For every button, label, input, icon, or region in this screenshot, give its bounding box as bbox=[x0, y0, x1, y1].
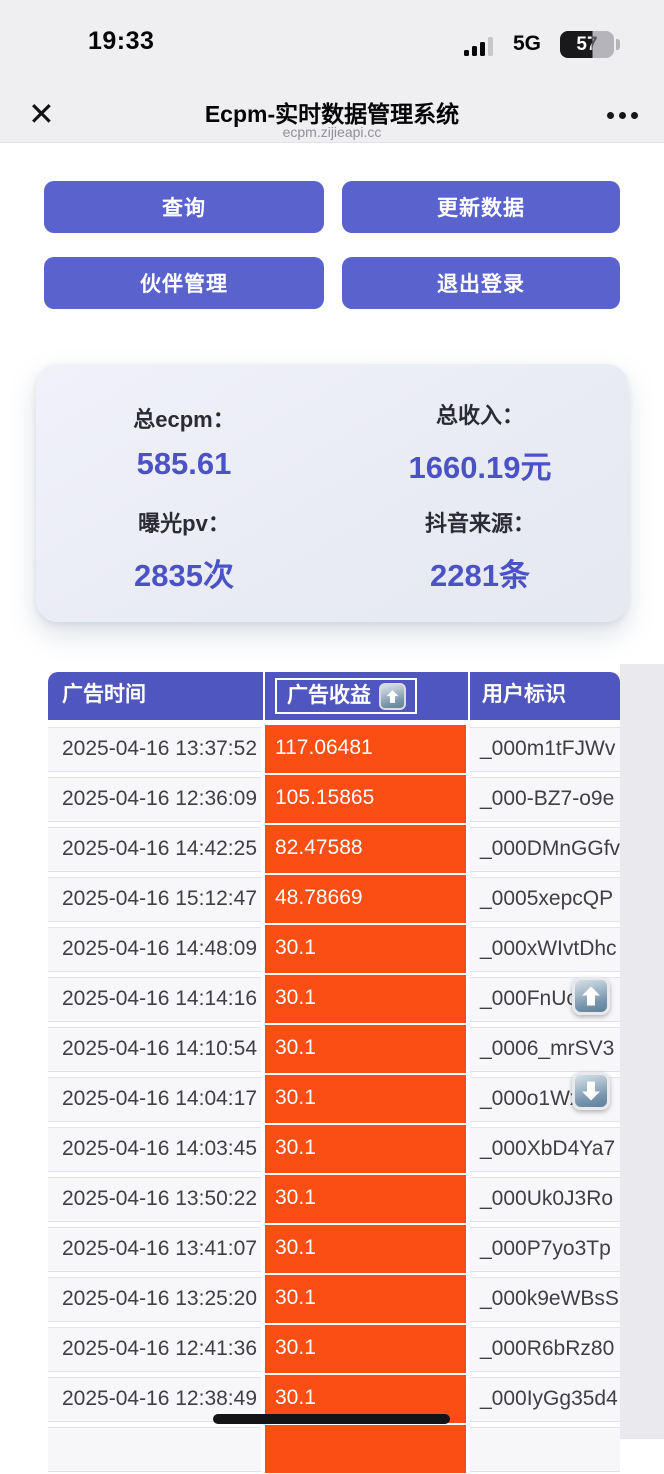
table-row bbox=[48, 1424, 620, 1474]
stat-total-ecpm: 总ecpm： 585.61 bbox=[36, 388, 332, 496]
battery-percent: 57 bbox=[560, 31, 614, 58]
cell-ad-time: 2025-04-16 13:50:22 bbox=[48, 1177, 261, 1222]
revenue-sort-button[interactable]: 广告收益 bbox=[275, 678, 417, 714]
column-header-ad-time: 广告时间 bbox=[48, 672, 265, 720]
cell-ad-time: 2025-04-16 14:42:25 bbox=[48, 827, 261, 872]
refresh-data-button[interactable]: 更新数据 bbox=[342, 181, 620, 233]
stat-label: 总ecpm： bbox=[133, 407, 235, 432]
cell-ad-time: 2025-04-16 14:48:09 bbox=[48, 927, 261, 972]
cell-user-id: _000-BZ7-o9e bbox=[470, 777, 620, 822]
cell-ad-revenue bbox=[265, 1425, 466, 1473]
cell-ad-revenue: 30.1 bbox=[265, 1125, 466, 1173]
cell-ad-time: 2025-04-16 14:03:45 bbox=[48, 1127, 261, 1172]
cellular-signal-icon bbox=[464, 37, 493, 56]
column-header-user-id: 用户标识 bbox=[482, 683, 566, 706]
cell-ad-time: 2025-04-16 14:14:16 bbox=[48, 977, 261, 1022]
table-right-gutter bbox=[620, 664, 664, 1439]
cell-ad-revenue: 30.1 bbox=[265, 925, 466, 973]
cell-ad-time: 2025-04-16 14:04:17 bbox=[48, 1077, 261, 1122]
table-body: 2025-04-16 13:37:52 117.06481 _000m1tFJW… bbox=[48, 724, 620, 1474]
cell-ad-revenue: 82.47588 bbox=[265, 825, 466, 873]
cell-ad-revenue: 117.06481 bbox=[265, 725, 466, 773]
more-menu-icon[interactable] bbox=[607, 112, 638, 119]
cell-ad-time bbox=[48, 1427, 261, 1472]
page-url: ecpm.zijieapi.cc bbox=[282, 124, 382, 140]
cell-user-id: _000Uk0J3Ro bbox=[470, 1177, 620, 1222]
cell-user-id: _0005xepcQP bbox=[470, 877, 620, 922]
battery-nub bbox=[616, 39, 620, 50]
cell-ad-time: 2025-04-16 13:37:52 bbox=[48, 727, 261, 772]
sort-up-arrow-icon bbox=[379, 682, 406, 710]
status-time: 19:33 bbox=[88, 27, 155, 55]
table-row: 2025-04-16 14:04:17 30.1 _000o1Wx bbox=[48, 1074, 620, 1124]
stat-douyin-source: 抖音来源： 2281条 bbox=[332, 496, 628, 604]
cell-user-id: _000DMnGGfv bbox=[470, 827, 620, 872]
cell-user-id: _000P7yo3Tp bbox=[470, 1227, 620, 1272]
table-row: 2025-04-16 13:50:22 30.1 _000Uk0J3Ro bbox=[48, 1174, 620, 1224]
cell-user-id: _0006_mrSV3 bbox=[470, 1027, 620, 1072]
column-header-ad-revenue: 广告收益 bbox=[265, 672, 470, 720]
cell-ad-time: 2025-04-16 14:10:54 bbox=[48, 1027, 261, 1072]
table-row: 2025-04-16 12:41:36 30.1 _000R6bRz80 bbox=[48, 1324, 620, 1374]
partner-management-button[interactable]: 伙伴管理 bbox=[44, 257, 324, 309]
table-row: 2025-04-16 14:10:54 30.1 _0006_mrSV3 bbox=[48, 1024, 620, 1074]
stat-label: 抖音来源： bbox=[424, 510, 535, 536]
cell-ad-revenue: 30.1 bbox=[265, 1175, 466, 1223]
cell-ad-revenue: 105.15865 bbox=[265, 775, 466, 823]
table-row: 2025-04-16 14:42:25 82.47588 _000DMnGGfv bbox=[48, 824, 620, 874]
stat-total-income: 总收入： 1660.19元 bbox=[332, 388, 628, 496]
ad-data-table: 广告时间 广告收益 用户标识 2025-04-16 13:37:52 117.0… bbox=[48, 672, 620, 1474]
stat-exposure-pv: 曝光pv： 2835次 bbox=[36, 496, 332, 604]
cell-ad-time: 2025-04-16 13:25:20 bbox=[48, 1277, 261, 1322]
cell-user-id: _000m1tFJWv bbox=[470, 727, 620, 772]
action-buttons: 查询 更新数据 伙伴管理 退出登录 bbox=[44, 181, 620, 309]
cell-user-id: _000IyGg35d4 bbox=[470, 1377, 620, 1422]
table-row: 2025-04-16 14:03:45 30.1 _000XbD4Ya7 bbox=[48, 1124, 620, 1174]
cell-user-id: _000xWIvtDhc bbox=[470, 927, 620, 972]
cell-ad-revenue: 30.1 bbox=[265, 1275, 466, 1323]
page-title: Ecpm-实时数据管理系统 bbox=[204, 101, 460, 127]
cell-ad-time: 2025-04-16 12:41:36 bbox=[48, 1327, 261, 1372]
scroll-up-button[interactable] bbox=[572, 977, 610, 1015]
table-row: 2025-04-16 13:41:07 30.1 _000P7yo3Tp bbox=[48, 1224, 620, 1274]
stat-label: 曝光pv： bbox=[138, 510, 230, 536]
cell-ad-revenue: 30.1 bbox=[265, 1325, 466, 1373]
scroll-down-button[interactable] bbox=[572, 1072, 610, 1110]
network-type-label: 5G bbox=[513, 32, 542, 55]
cell-user-id: _000R6bRz80 bbox=[470, 1327, 620, 1372]
column-header-revenue-label: 广告收益 bbox=[287, 684, 371, 707]
table-row: 2025-04-16 12:36:09 105.15865 _000-BZ7-o… bbox=[48, 774, 620, 824]
logout-button[interactable]: 退出登录 bbox=[342, 257, 620, 309]
cell-ad-time: 2025-04-16 15:12:47 bbox=[48, 877, 261, 922]
stat-value: 2281条 bbox=[430, 557, 530, 593]
stat-value: 585.61 bbox=[136, 446, 232, 481]
status-nav-bar: 19:33 5G 57 ✕ Ecpm-实时数据管理系统 ecpm.zijieap… bbox=[0, 0, 664, 143]
cell-ad-revenue: 30.1 bbox=[265, 1025, 466, 1073]
cell-user-id: _000o1Wx bbox=[470, 1077, 620, 1122]
close-icon[interactable]: ✕ bbox=[28, 96, 55, 132]
cell-user-id bbox=[470, 1427, 620, 1472]
table-row: 2025-04-16 13:25:20 30.1 _000k9eWBsS bbox=[48, 1274, 620, 1324]
table-header: 广告时间 广告收益 用户标识 bbox=[48, 672, 620, 720]
stat-label: 总收入： bbox=[435, 402, 524, 428]
cell-ad-revenue: 30.1 bbox=[265, 1225, 466, 1273]
table-row: 2025-04-16 14:48:09 30.1 _000xWIvtDhc bbox=[48, 924, 620, 974]
table-row: 2025-04-16 15:12:47 48.78669 _0005xepcQP bbox=[48, 874, 620, 924]
cell-ad-time: 2025-04-16 12:36:09 bbox=[48, 777, 261, 822]
stat-value: 2835次 bbox=[134, 557, 234, 593]
cell-ad-revenue: 30.1 bbox=[265, 1075, 466, 1123]
cell-user-id: _000XbD4Ya7 bbox=[470, 1127, 620, 1172]
table-row: 2025-04-16 14:14:16 30.1 _000FnUc bbox=[48, 974, 620, 1024]
cell-ad-revenue: 48.78669 bbox=[265, 875, 466, 923]
home-indicator[interactable] bbox=[213, 1414, 450, 1424]
query-button[interactable]: 查询 bbox=[44, 181, 324, 233]
cell-user-id: _000k9eWBsS bbox=[470, 1277, 620, 1322]
cell-ad-time: 2025-04-16 13:41:07 bbox=[48, 1227, 261, 1272]
stat-value: 1660.19元 bbox=[408, 449, 552, 485]
stats-card: 总ecpm： 585.61 总收入： 1660.19元 曝光pv： 2835次 … bbox=[36, 364, 628, 622]
table-row: 2025-04-16 13:37:52 117.06481 _000m1tFJW… bbox=[48, 724, 620, 774]
battery-icon: 57 bbox=[560, 31, 614, 58]
cell-ad-revenue: 30.1 bbox=[265, 975, 466, 1023]
